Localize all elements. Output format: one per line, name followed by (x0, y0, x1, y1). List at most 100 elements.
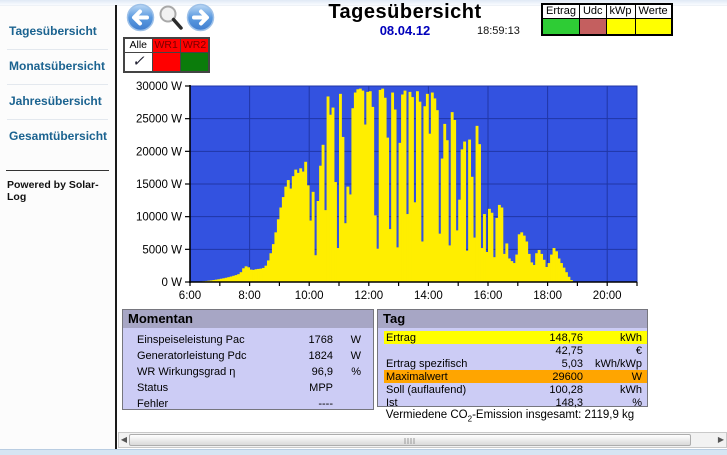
tag-unit: W (631, 370, 642, 383)
legend-toggle-kwp[interactable]: kWp (605, 3, 636, 19)
momentan-label: Generatorleistung Pdc (137, 350, 247, 362)
chart-power-bar (209, 280, 213, 282)
chart-power-bar (321, 144, 325, 282)
chart-power-bar (433, 98, 437, 282)
chart-power-bar (306, 185, 310, 282)
chart-power-bar (279, 207, 283, 282)
chart-power-bar (408, 91, 412, 282)
legend-toggle-udc[interactable]: Udc (578, 3, 607, 19)
sidebar-item-monatsuebersicht[interactable]: Monatsübersicht (7, 50, 108, 85)
chart-power-bar (525, 241, 529, 282)
chart-power-bar (222, 278, 226, 282)
chart-power-bar (378, 89, 382, 282)
chart-power-bar (249, 269, 253, 282)
page-title: Tagesübersicht (328, 1, 482, 23)
tag-label: Soll (auflaufend) (386, 383, 467, 396)
chart-power-bar (219, 278, 223, 282)
tag-row: Soll (auflaufend) 100,28 kWh (384, 383, 647, 396)
chart-power-bar (309, 220, 313, 282)
legend-color-werte[interactable] (634, 17, 673, 36)
chart-power-bar (276, 219, 280, 282)
sidebar-item-gesamtuebersicht[interactable]: Gesamtübersicht (9, 129, 108, 143)
bottom-window-strip (0, 449, 727, 455)
chart-power-bar (348, 194, 352, 282)
legend-color-ertrag[interactable] (541, 17, 580, 36)
scrollbar-right-arrow[interactable]: ▶ (717, 435, 725, 444)
chart-x-tick-label: 16:00 (474, 290, 503, 302)
chart-power-bar (478, 144, 481, 282)
chart-power-bar (284, 186, 288, 282)
legend-color-kwp[interactable] (605, 17, 636, 36)
zoom-magnifier-button[interactable] (156, 3, 185, 32)
legend-toggle-werte[interactable]: Werte (634, 3, 673, 19)
chart-x-tick-label: 12:00 (354, 290, 383, 302)
chart-power-bar (480, 248, 484, 282)
chart-power-bar (274, 232, 278, 282)
chart-power-bar (403, 90, 407, 282)
power-day-chart: 0 W 5000 W 10000 W 15000 W 20000 W 25000 W 300… (136, 81, 638, 302)
selector-cell-wr2[interactable] (179, 51, 210, 72)
legend-toggle-ertrag[interactable]: Ertrag (541, 3, 580, 19)
selector-header-wr1[interactable]: WR1 (151, 37, 181, 53)
chart-power-bar (475, 125, 479, 282)
chart-power-bar (356, 89, 360, 282)
chart-power-bar (242, 268, 246, 282)
chart-power-bar (517, 234, 521, 282)
tag-unit: kWh (620, 331, 642, 344)
selector-cell-wr1[interactable] (151, 51, 181, 72)
chart-power-bar (271, 244, 275, 282)
chart-power-bar (443, 123, 447, 282)
chart-power-bar (301, 171, 305, 282)
chart-power-bar (281, 197, 285, 282)
chart-power-bar (411, 97, 414, 283)
selector-cell-alle[interactable]: ✓ (123, 51, 153, 72)
chart-power-bar (304, 161, 308, 282)
chart-power-bar (217, 279, 221, 282)
current-date: 08.04.12 (379, 23, 431, 38)
selector-header-wr2[interactable]: WR2 (179, 37, 210, 53)
next-day-button[interactable] (186, 3, 215, 32)
chart-power-bar (483, 214, 486, 282)
chart-power-bar (522, 235, 526, 282)
chart-y-tick-label: 10000 W (136, 212, 182, 224)
selector-header-alle[interactable]: Alle (123, 37, 153, 53)
momentan-unit: % (351, 366, 361, 378)
chart-power-bar (418, 101, 422, 283)
chart-power-bar (343, 223, 347, 282)
chart-power-bar (214, 279, 218, 282)
momentan-row: Fehler ---- (123, 396, 373, 412)
chart-power-bar (237, 274, 241, 282)
previous-day-button[interactable] (126, 3, 155, 32)
chart-power-bar (334, 182, 337, 282)
chart-power-bar (371, 106, 375, 282)
tag-value: 29600 (552, 370, 583, 383)
momentan-label: Status (137, 382, 169, 394)
sidebar-content-divider (115, 5, 117, 449)
scrollbar-thumb[interactable] (129, 434, 691, 446)
sidebar-item-tagesuebersicht[interactable]: Tagesübersicht (7, 15, 108, 50)
chart-power-bar (229, 276, 233, 282)
chart-power-bar (311, 191, 315, 282)
chart-power-bar (490, 212, 494, 282)
chart-power-bar (366, 91, 370, 282)
scrollbar-left-arrow[interactable]: ◀ (120, 435, 128, 444)
current-time: 18:59:13 (477, 25, 520, 37)
chart-power-bar (547, 263, 551, 282)
chart-power-bar (488, 208, 491, 282)
chart-power-bar (363, 124, 367, 282)
chart-power-bar (423, 106, 427, 283)
sidebar-item-jahresuebersicht[interactable]: Jahresübersicht (7, 85, 108, 120)
momentan-label: Fehler (137, 398, 169, 410)
chart-power-bar (381, 88, 385, 282)
tag-unit: kWh (620, 383, 642, 396)
chart-power-bar (376, 248, 380, 282)
chart-power-bar (388, 229, 392, 282)
tag-row: Ist 148,3% (384, 396, 647, 409)
chart-power-bar (420, 241, 424, 282)
chart-power-bar (532, 265, 536, 282)
legend-color-udc[interactable] (578, 17, 607, 36)
chart-power-bar (227, 277, 231, 282)
chart-power-bar (557, 258, 561, 282)
horizontal-scrollbar[interactable]: ◀ ▶ (118, 432, 727, 448)
chart-power-bar (393, 109, 397, 282)
